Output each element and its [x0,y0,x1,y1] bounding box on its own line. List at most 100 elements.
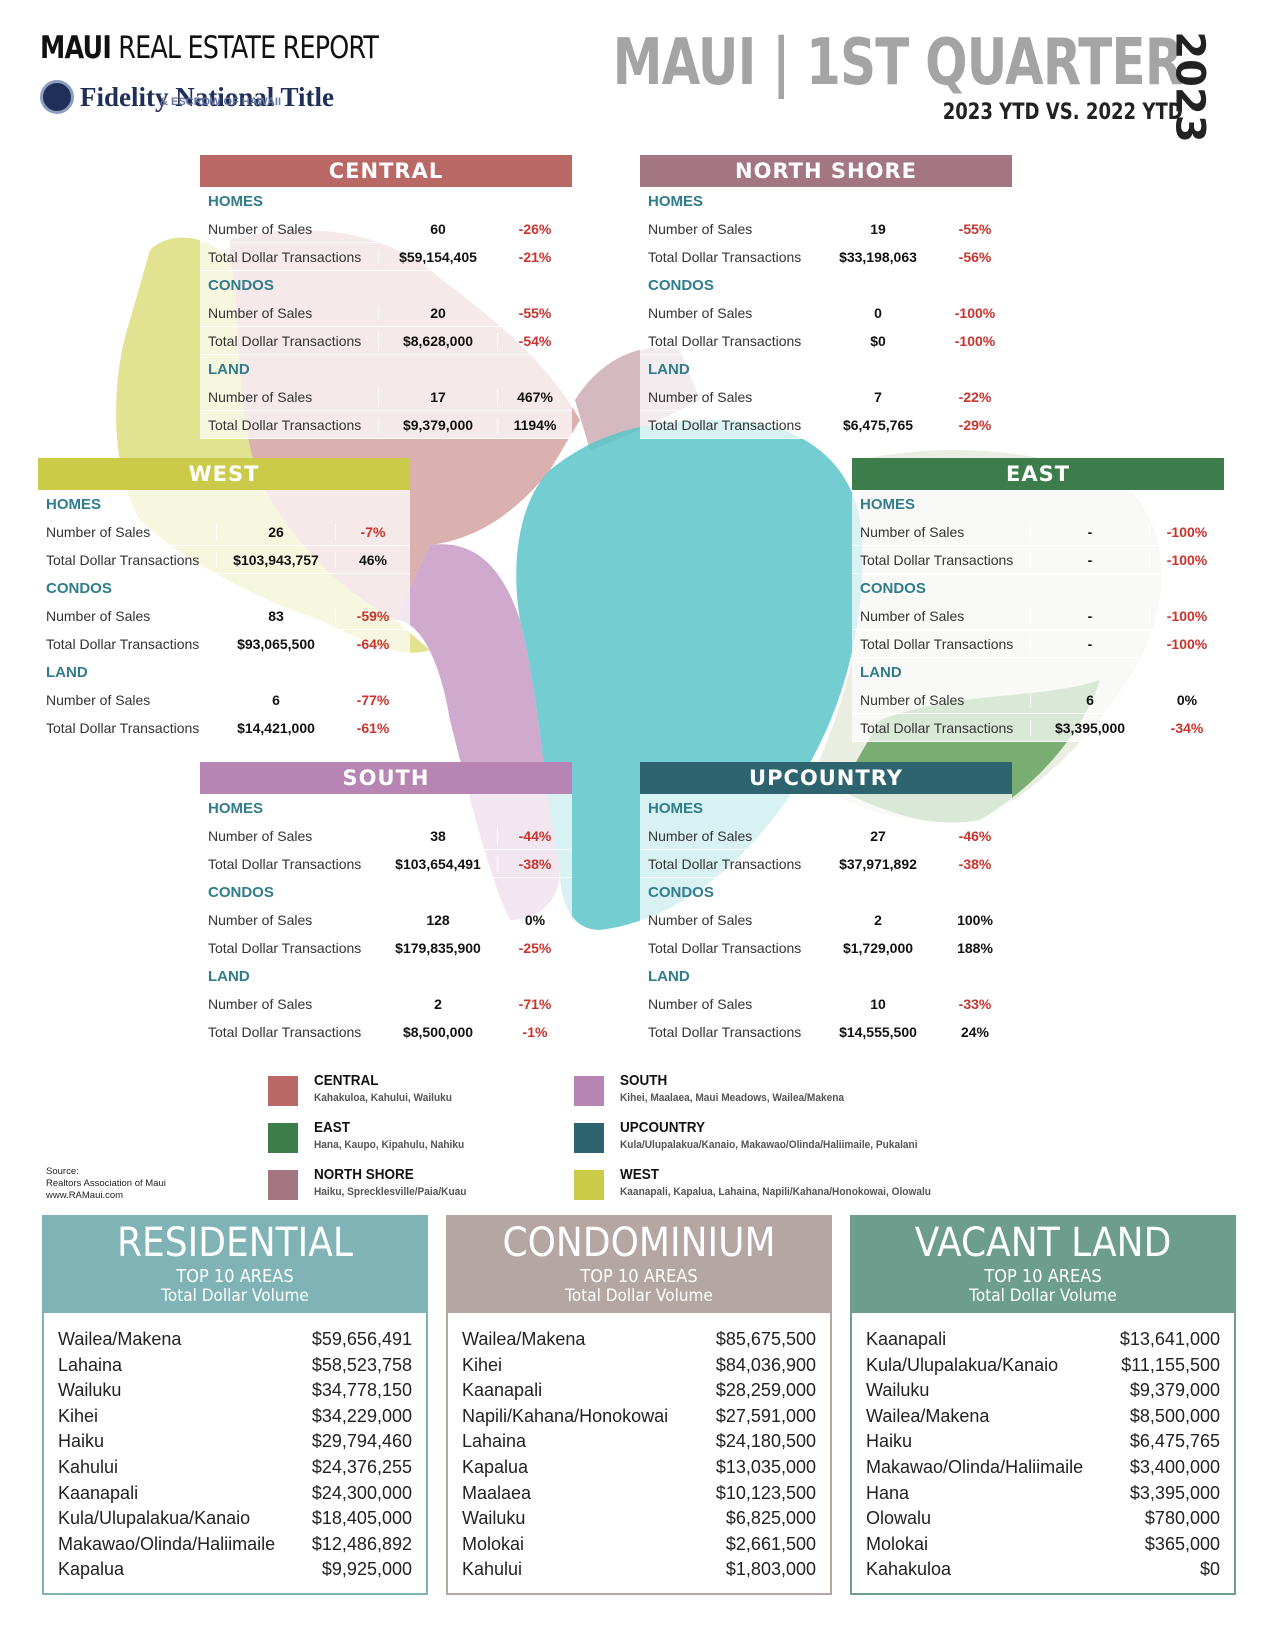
stat-change: -7% [360,523,386,540]
area-name: Olowalu [866,1508,932,1529]
stat-value: $93,065,500 [216,635,336,652]
stat-value: $37,971,892 [818,855,938,872]
stat-change: 100% [957,911,993,928]
section-label-condos: CONDOS [208,884,274,901]
stat-row: Number of Sales 38 -44% [200,822,572,850]
stat-value: $59,154,405 [378,248,498,265]
top10-list-item: Wailuku $6,825,000 [462,1508,816,1534]
panel-body: HOMES Number of Sales - -100% Total Dollar T… [852,490,1224,742]
stat-change: 467% [517,388,553,405]
section-label-land: LAND [208,968,250,985]
area-name: Wailuku [58,1380,122,1401]
area-value: $13,035,000 [715,1456,816,1477]
stat-value: $1,729,000 [818,939,938,956]
area-name: Kaanapali [866,1329,947,1349]
legend-name: UPCOUNTRY [620,1119,706,1136]
top10-list-item: Wailuku $34,778,150 [58,1380,412,1406]
area-name: Maalaea [462,1482,532,1503]
stat-change: -77% [356,691,390,708]
area-value: $2,661,500 [725,1533,816,1554]
stat-label: Total Dollar Transactions [648,1023,802,1040]
area-value: $1,803,000 [725,1559,816,1580]
top10-list-item: Kapalua $9,925,000 [58,1559,412,1585]
stat-row: Total Dollar Transactions - -100% [852,546,1224,574]
legend-areas: Kula/Ulupalakua/Kanaio, Makawao/Olinda/H… [620,1139,918,1151]
area-value: $10,123,500 [715,1482,816,1503]
area-value: $24,180,500 [715,1431,816,1452]
stat-label: Total Dollar Transactions [648,939,802,956]
company-subtitle: & ESCROW OF HAWAII [160,96,281,108]
top10-list-item: Wailea/Makena $85,675,500 [462,1329,816,1355]
top10-list-item: Kaanapali $13,641,000 [866,1329,1220,1355]
stat-label: Number of Sales [648,220,753,237]
stat-label: Number of Sales [648,388,753,405]
legend-swatch-east [268,1123,298,1153]
stat-change: -22% [958,388,992,405]
area-value: $365,000 [1144,1533,1220,1554]
stat-value: 2 [378,995,498,1012]
vacant-land-top10-box: VACANT LAND TOP 10 AREAS Total Dollar Vo… [850,1215,1236,1595]
stat-row: Total Dollar Transactions $59,154,405 -21% [200,243,572,271]
section-label-homes: HOMES [860,496,916,513]
stat-change: -21% [518,248,552,265]
stat-row: Total Dollar Transactions $179,835,900 -25… [200,934,572,962]
stat-label: Number of Sales [648,995,753,1012]
stat-row: Total Dollar Transactions $8,628,000 -54% [200,327,572,355]
area-value: $6,825,000 [725,1508,816,1529]
area-name: Kapalua [462,1456,529,1477]
stat-value: 20 [378,304,498,321]
box-header: CONDOMINIUM TOP 10 AREAS Total Dollar Vo… [448,1217,830,1313]
stat-row: Number of Sales 26 -7% [38,518,410,546]
legend-areas: Kahakuloa, Kahului, Wailuku [314,1092,452,1104]
box-title: RESIDENTIAL [117,1220,353,1266]
top10-list-item: Wailea/Makena $59,656,491 [58,1329,412,1355]
stat-row: Number of Sales 60 -26% [200,215,572,243]
legend-areas: Hana, Kaupo, Kipahulu, Nahiku [314,1139,465,1151]
area-value: $6,475,765 [1129,1431,1220,1452]
area-value: $0 [1199,1559,1220,1580]
condominium-top10-box: CONDOMINIUM TOP 10 AREAS Total Dollar Vo… [446,1215,832,1595]
area-value: $11,155,500 [1121,1354,1220,1375]
stat-change: 1194% [513,416,557,433]
area-value: $9,379,000 [1129,1380,1220,1401]
area-value: $28,259,000 [715,1380,816,1401]
area-name: Molokai [462,1533,525,1554]
section-label-condos: CONDOS [208,277,274,294]
area-name: Haiku [58,1431,105,1452]
stat-label: Number of Sales [46,523,151,540]
stat-change: -100% [1166,523,1208,540]
stat-row: Total Dollar Transactions $93,065,500 -64% [38,630,410,658]
stat-label: Number of Sales [208,911,313,928]
legend-item-upcountry: UPCOUNTRY Kula/Ulupalakua/Kanaio, Makawa… [574,1119,934,1159]
stat-value: $103,943,757 [216,551,336,568]
stat-change: -61% [356,719,390,736]
stat-row: Number of Sales 10 -33% [640,990,1012,1018]
stat-value: - [1030,523,1150,540]
stat-change: -100% [1166,635,1208,652]
top10-list-item: Kahului $1,803,000 [462,1559,816,1585]
area-name: Kula/Ulupalakua/Kanaio [866,1354,1059,1375]
year-label: 2023 [1166,31,1213,143]
stat-value: 19 [818,220,938,237]
area-name: Haiku [866,1431,913,1452]
stat-label: Number of Sales [860,691,965,708]
stat-change: -56% [958,248,992,265]
stat-value: 128 [378,911,498,928]
top10-list-item: Kula/Ulupalakua/Kanaio $18,405,000 [58,1508,412,1534]
stat-change: -26% [518,220,552,237]
area-name: Kaanapali [462,1380,543,1401]
stat-value: 27 [818,827,938,844]
section-label-homes: HOMES [648,193,704,210]
area-name: Wailuku [462,1508,526,1529]
top10-list-item: Kula/Ulupalakua/Kanaio $11,155,500 [866,1355,1220,1381]
stat-change: -100% [1166,607,1208,624]
source-note: Source: Realtors Association of Maui www… [46,1166,166,1202]
stat-label: Total Dollar Transactions [46,719,200,736]
top10-list-item: Molokai $2,661,500 [462,1534,816,1560]
top10-list-item: Olowalu $780,000 [866,1508,1220,1534]
legend-swatch-south [574,1076,604,1106]
stat-change: -64% [356,635,390,652]
area-name: Napili/Kahana/Honokowai [462,1405,669,1426]
stat-label: Number of Sales [860,523,965,540]
section-label-condos: CONDOS [860,580,926,597]
